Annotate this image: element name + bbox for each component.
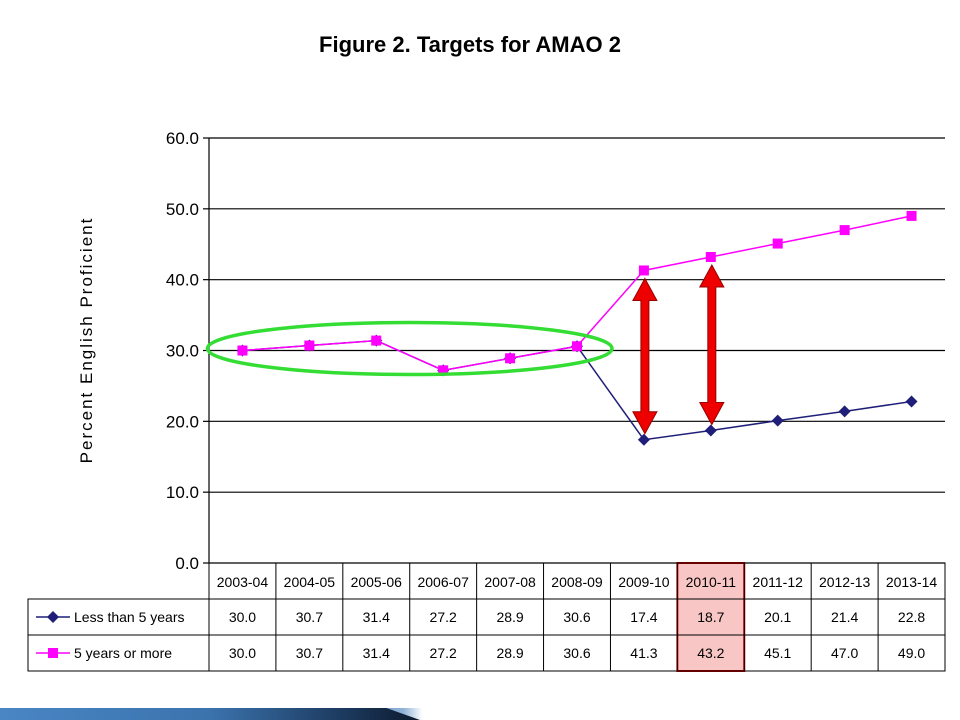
annotation-layer xyxy=(205,263,725,435)
data-table: 2003-04 2004-05 2005-06 2006-07 2007-08 2008-… xyxy=(27,562,946,672)
y-tick-label: 10.0 xyxy=(166,483,199,502)
data-point xyxy=(704,424,717,437)
data-label: 28.9 xyxy=(496,609,523,625)
data-label: 27.2 xyxy=(430,645,457,661)
data-label: 47.0 xyxy=(831,645,858,661)
legend-marker xyxy=(47,611,59,623)
grid-layer: 0.0 10.0 20.0 30.0 40.0 50.0 60.0 xyxy=(166,129,945,573)
y-tick-label: 40.0 xyxy=(166,271,199,290)
legend-marker xyxy=(48,648,58,658)
data-point xyxy=(838,405,851,418)
data-label: 41.3 xyxy=(630,645,657,661)
data-point xyxy=(572,341,582,352)
legend-label: 5 years or more xyxy=(74,645,172,661)
data-label: 30.7 xyxy=(296,645,323,661)
data-label: 30.0 xyxy=(229,609,256,625)
data-point xyxy=(839,225,850,236)
y-tick-label: 50.0 xyxy=(166,200,199,219)
data-point xyxy=(771,414,784,427)
data-label: 27.2 xyxy=(430,609,457,625)
x-tick-label: 2009-10 xyxy=(618,574,670,590)
footer-band-dark xyxy=(0,708,420,720)
data-label: 49.0 xyxy=(898,645,925,661)
data-point xyxy=(906,210,917,221)
data-label: 31.4 xyxy=(363,645,390,661)
x-tick-label: 2007-08 xyxy=(484,574,536,590)
chart-title: Figure 2. Targets for AMAO 2 xyxy=(319,32,621,57)
data-point xyxy=(905,395,918,408)
data-point xyxy=(638,265,649,276)
data-label: 22.8 xyxy=(898,609,925,625)
data-point xyxy=(371,335,382,346)
data-point xyxy=(637,433,650,446)
y-tick-label: 60.0 xyxy=(166,129,199,148)
data-label: 28.9 xyxy=(496,645,523,661)
data-point xyxy=(505,353,516,364)
data-label: 20.1 xyxy=(764,609,791,625)
x-tick-label: 2003-04 xyxy=(217,574,269,590)
data-point xyxy=(304,340,315,351)
data-label: 30.0 xyxy=(229,645,256,661)
legend-label: Less than 5 years xyxy=(74,609,185,625)
data-point xyxy=(705,252,716,262)
y-tick-label: 0.0 xyxy=(175,554,199,573)
x-tick-label: 2004-05 xyxy=(284,574,336,590)
x-tick-label: 2013-14 xyxy=(886,574,938,590)
y-tick-label: 30.0 xyxy=(166,342,199,361)
y-axis-label: Percent English Proficient xyxy=(77,217,96,464)
x-tick-label: 2010-11 xyxy=(686,574,737,590)
data-label: 30.7 xyxy=(296,609,323,625)
gap-arrow xyxy=(698,263,725,426)
data-label: 31.4 xyxy=(363,609,390,625)
x-tick-label: 2005-06 xyxy=(351,574,403,590)
highlight-ellipse xyxy=(205,320,614,377)
y-tick-label: 20.0 xyxy=(166,412,199,431)
series-layer xyxy=(236,210,918,446)
data-label: 30.6 xyxy=(563,645,590,661)
data-point xyxy=(438,365,449,376)
data-label: 21.4 xyxy=(831,609,858,625)
data-label: 18.7 xyxy=(697,609,724,625)
data-point xyxy=(237,345,248,356)
x-tick-label: 2012-13 xyxy=(819,574,871,590)
x-tick-label: 2006-07 xyxy=(417,574,469,590)
series-line xyxy=(242,339,912,441)
data-label: 30.6 xyxy=(563,609,590,625)
gap-arrow xyxy=(632,277,658,435)
data-label: 45.1 xyxy=(764,645,791,661)
x-tick-label: 2011-12 xyxy=(753,574,804,590)
data-label: 17.4 xyxy=(630,609,657,625)
data-point xyxy=(772,238,783,249)
data-label: 43.2 xyxy=(697,645,724,661)
x-tick-label: 2008-09 xyxy=(551,574,603,590)
